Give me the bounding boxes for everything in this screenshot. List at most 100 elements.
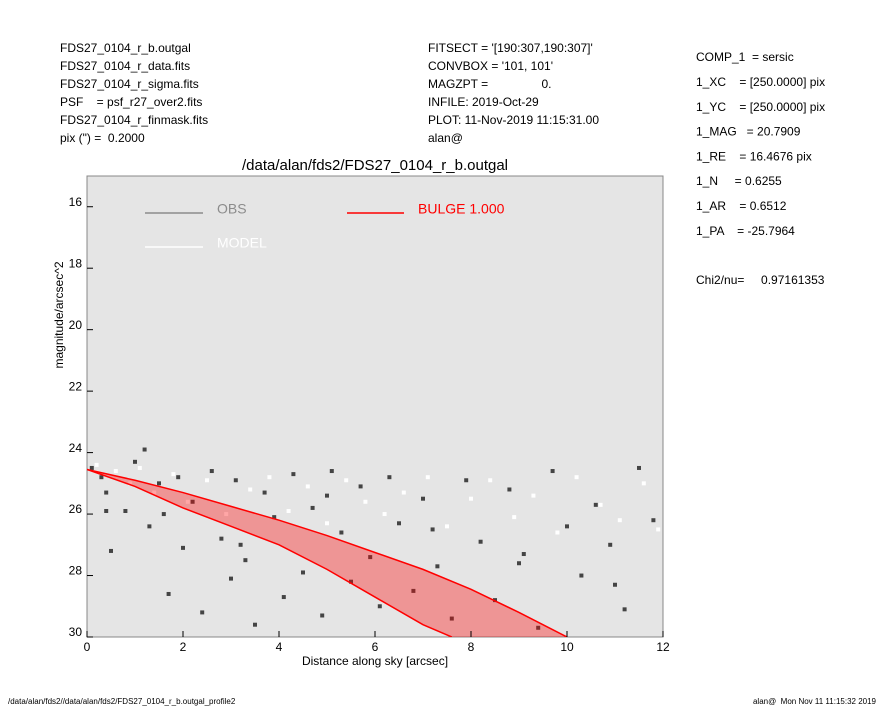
data-point bbox=[411, 588, 416, 593]
header-left-line: pix (") = 0.2000 bbox=[60, 131, 145, 145]
data-point bbox=[368, 555, 373, 560]
data-point bbox=[579, 573, 584, 578]
data-point bbox=[445, 524, 449, 529]
data-point bbox=[94, 462, 99, 467]
data-point bbox=[469, 496, 473, 501]
data-point bbox=[363, 499, 368, 504]
y-tick-label: 16 bbox=[69, 195, 83, 209]
data-point bbox=[521, 552, 526, 557]
x-tick-label: 10 bbox=[560, 640, 574, 654]
data-point bbox=[272, 515, 277, 520]
data-point bbox=[325, 493, 329, 498]
data-point bbox=[185, 499, 190, 504]
data-point bbox=[171, 472, 176, 477]
fit-parameter: 1_MAG = 20.7909 bbox=[696, 125, 801, 139]
x-tick-label: 0 bbox=[84, 640, 91, 654]
data-point bbox=[233, 478, 238, 483]
chart-title: /data/alan/fds2/FDS27_0104_r_b.outgal bbox=[242, 157, 508, 174]
legend-label: BULGE 1.000 bbox=[418, 201, 505, 217]
data-point bbox=[651, 518, 656, 523]
header-left-line: FDS27_0104_r_sigma.fits bbox=[60, 77, 199, 91]
x-tick-label: 6 bbox=[372, 640, 379, 654]
data-point bbox=[574, 475, 579, 480]
data-point bbox=[113, 469, 118, 474]
y-tick-label: 18 bbox=[69, 256, 83, 270]
data-point bbox=[608, 542, 613, 547]
bulge-band-fill bbox=[87, 469, 567, 637]
header-middle-line: PLOT: 11-Nov-2019 11:15:31.00 bbox=[428, 113, 599, 127]
data-point bbox=[613, 582, 617, 587]
data-point bbox=[267, 475, 272, 480]
data-point bbox=[349, 579, 353, 584]
fit-parameter: COMP_1 = sersic bbox=[696, 50, 794, 64]
header-left-line: PSF = psf_r27_over2.fits bbox=[60, 95, 202, 109]
chi2: Chi2/nu= 0.97161353 bbox=[696, 273, 825, 287]
data-point bbox=[598, 502, 603, 507]
header-left-line: FDS27_0104_r_data.fits bbox=[60, 59, 190, 73]
data-point bbox=[377, 604, 382, 609]
data-point bbox=[478, 539, 483, 544]
data-point bbox=[142, 447, 147, 452]
header-middle-line: INFILE: 2019-Oct-29 bbox=[428, 95, 539, 109]
data-point bbox=[622, 607, 627, 612]
data-point bbox=[449, 616, 454, 621]
data-point bbox=[99, 475, 104, 480]
y-tick-label: 24 bbox=[69, 441, 83, 455]
data-point bbox=[291, 472, 296, 477]
data-point bbox=[243, 558, 248, 563]
data-point bbox=[238, 542, 243, 547]
data-point bbox=[435, 564, 440, 569]
data-point bbox=[329, 469, 334, 474]
data-point bbox=[358, 484, 363, 489]
data-point bbox=[190, 499, 195, 504]
legend-label: MODEL bbox=[217, 235, 267, 251]
data-point bbox=[123, 508, 128, 513]
data-point bbox=[401, 490, 406, 495]
header-left-line: FDS27_0104_r_finmask.fits bbox=[60, 113, 208, 127]
data-point bbox=[320, 613, 325, 618]
data-point bbox=[517, 561, 521, 566]
data-point bbox=[133, 459, 137, 464]
data-point bbox=[109, 548, 113, 553]
data-point bbox=[421, 496, 425, 501]
data-point bbox=[430, 527, 435, 532]
data-point bbox=[157, 481, 161, 486]
data-point bbox=[89, 465, 94, 470]
data-point bbox=[262, 490, 267, 495]
data-point bbox=[152, 490, 157, 495]
data-point bbox=[137, 465, 142, 470]
data-point bbox=[387, 475, 392, 480]
plot-content bbox=[87, 447, 661, 637]
data-point bbox=[181, 545, 185, 550]
data-point bbox=[425, 475, 430, 480]
fit-parameter: 1_YC = [250.0000] pix bbox=[696, 100, 825, 114]
data-point bbox=[617, 518, 622, 523]
data-point bbox=[301, 570, 305, 575]
data-point bbox=[507, 487, 512, 492]
data-point bbox=[219, 536, 224, 541]
x-tick-label: 2 bbox=[180, 640, 187, 654]
data-point bbox=[637, 465, 641, 470]
data-point bbox=[176, 475, 181, 480]
data-point bbox=[536, 625, 541, 630]
header-middle-line: FITSECT = '[190:307,190:307]' bbox=[428, 41, 593, 55]
data-point bbox=[128, 481, 133, 486]
data-point bbox=[166, 591, 171, 596]
data-point bbox=[310, 505, 315, 510]
header-middle-line: alan@ bbox=[428, 131, 463, 145]
fit-parameter: 1_PA = -25.7964 bbox=[696, 224, 795, 238]
data-point bbox=[104, 508, 109, 513]
header-middle-line: CONVBOX = '101, 101' bbox=[428, 59, 553, 73]
data-point bbox=[512, 515, 517, 520]
x-tick-label: 8 bbox=[468, 640, 475, 654]
y-axis-label: magnitude/arcsec^2 bbox=[52, 261, 66, 368]
data-point bbox=[555, 530, 560, 535]
data-point bbox=[488, 478, 493, 483]
data-point bbox=[286, 508, 291, 513]
fit-parameter: 1_RE = 16.4676 pix bbox=[696, 149, 812, 163]
data-point bbox=[281, 595, 286, 600]
data-point bbox=[248, 487, 253, 492]
data-point bbox=[344, 478, 349, 483]
y-tick-label: 28 bbox=[69, 564, 83, 578]
data-point bbox=[339, 530, 344, 535]
